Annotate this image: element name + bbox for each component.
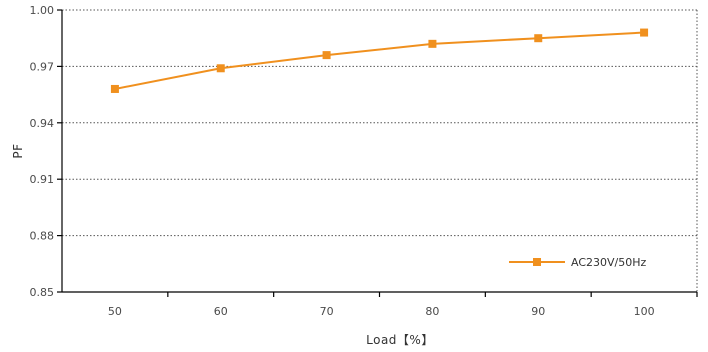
y-ticks: 1.00 0.97 0.94 0.91 0.88 0.85 (30, 4, 62, 299)
x-axis-title: Load【%】 (366, 333, 434, 347)
x-tick-label: 80 (425, 305, 439, 318)
y-axis-title: PF (11, 143, 25, 158)
data-point (110, 84, 119, 93)
series-line (114, 31, 645, 90)
y-tick-label: 0.88 (30, 230, 55, 243)
series (110, 28, 649, 93)
legend-label: AC230V/50Hz (571, 256, 647, 269)
y-tick-label: 0.85 (30, 286, 55, 299)
data-point (322, 51, 331, 60)
x-tick-label: 90 (531, 305, 545, 318)
x-tick-label: 100 (634, 305, 655, 318)
data-point (534, 34, 543, 43)
axes (61, 10, 698, 293)
x-tick-label: 50 (108, 305, 122, 318)
gridlines (62, 9, 697, 237)
y-tick-label: 0.91 (30, 173, 55, 186)
legend-marker (533, 258, 541, 266)
legend: AC230V/50Hz (509, 256, 647, 269)
x-tick-label: 60 (214, 305, 228, 318)
data-point (640, 28, 649, 37)
x-ticks: 50 60 70 80 90 100 (108, 292, 698, 318)
y-tick-label: 1.00 (30, 4, 55, 17)
data-point (216, 64, 225, 73)
y-tick-label: 0.94 (30, 117, 55, 130)
y-tick-label: 0.97 (30, 60, 55, 73)
data-point (428, 39, 437, 48)
x-tick-label: 70 (320, 305, 334, 318)
